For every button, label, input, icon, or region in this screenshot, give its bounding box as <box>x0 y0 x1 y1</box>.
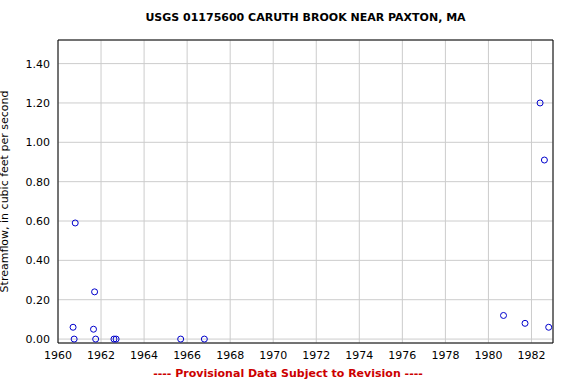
svg-text:Streamflow, in cubic feet per: Streamflow, in cubic feet per second <box>8 91 11 293</box>
svg-text:1960: 1960 <box>44 349 72 362</box>
svg-text:1966: 1966 <box>173 349 201 362</box>
svg-text:0.60: 0.60 <box>26 215 51 228</box>
svg-text:1982: 1982 <box>517 349 545 362</box>
svg-text:0.40: 0.40 <box>26 254 51 267</box>
svg-text:1964: 1964 <box>130 349 158 362</box>
svg-text:1972: 1972 <box>302 349 330 362</box>
svg-text:1962: 1962 <box>87 349 115 362</box>
svg-text:1968: 1968 <box>216 349 244 362</box>
svg-text:1970: 1970 <box>259 349 287 362</box>
svg-text:1980: 1980 <box>474 349 502 362</box>
html-text:USGS 01175600 CARUTH BROOK NEA: USGS 01175600 CARUTH BROOK NEAR PAXTON, … <box>145 11 466 24</box>
svg-text:1974: 1974 <box>345 349 373 362</box>
svg-text:1.20: 1.20 <box>26 97 51 110</box>
svg-text:1.00: 1.00 <box>26 136 51 149</box>
svg-text:0.20: 0.20 <box>26 294 51 307</box>
svg-text:0.80: 0.80 <box>26 176 51 189</box>
svg-text:1976: 1976 <box>388 349 416 362</box>
svg-text:0.00: 0.00 <box>26 333 51 346</box>
html-text:---- Provisional Data Subject: ---- Provisional Data Subject to Revisio… <box>153 367 423 380</box>
svg-text:1978: 1978 <box>431 349 459 362</box>
svg-text:1.40: 1.40 <box>26 58 51 71</box>
